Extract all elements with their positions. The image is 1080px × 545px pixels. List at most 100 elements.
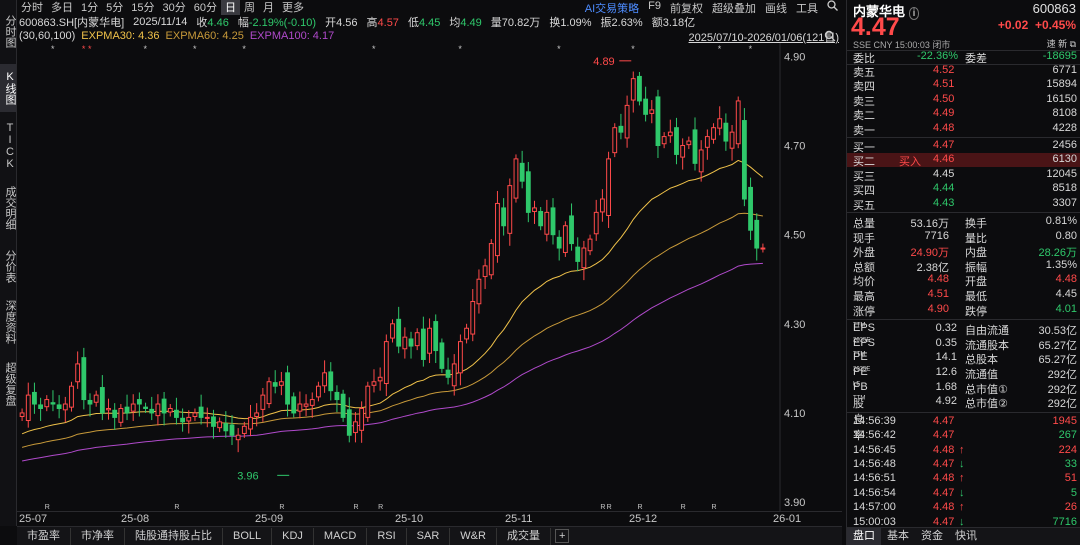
zoom-icon[interactable]: [824, 30, 836, 45]
bid-price: 4.44: [933, 182, 955, 195]
candle-body: [359, 407, 365, 431]
info-close-label: 收: [196, 16, 208, 29]
info-icon[interactable]: i: [908, 7, 920, 20]
adjust-button[interactable]: 前复权: [670, 3, 703, 15]
vtab-tick[interactable]: TICK: [4, 122, 16, 170]
ema30-label: EXPMA30: 4.36: [81, 30, 160, 42]
ask-row[interactable]: 卖四 4.51 15894: [847, 78, 1080, 93]
panel-tabs: 盘口 基本 资金 快讯: [847, 527, 1080, 545]
date-range[interactable]: 2025/07/10-2026/01/06(121日): [688, 32, 839, 44]
period-more[interactable]: 更多: [282, 2, 304, 14]
tab-news[interactable]: 快讯: [955, 530, 977, 542]
x-tick-label: 25-12: [629, 513, 658, 525]
ind-wr[interactable]: W&R: [450, 527, 497, 545]
bid-row[interactable]: 买四 4.44 8518: [847, 182, 1080, 197]
bid-price: 4.47: [933, 139, 955, 151]
bid-label: 买二: [853, 156, 875, 169]
panel-ops[interactable]: 速 新 ⧉: [1046, 39, 1076, 49]
ask-row[interactable]: 卖五 4.52 6771: [847, 64, 1080, 79]
candle-body: [482, 265, 488, 278]
search-icon[interactable]: [827, 0, 838, 16]
stat-value: 4.48: [1055, 273, 1077, 286]
stat-label: 跌停: [965, 305, 987, 318]
tick-price: 4.47: [933, 429, 955, 442]
tick-price: 4.47: [933, 486, 955, 499]
period-fenshi[interactable]: 分时: [21, 2, 43, 14]
candle-body: [599, 198, 605, 213]
stat-label: 最低: [965, 291, 987, 303]
ind-hk-hold[interactable]: 陆股通持股占比: [125, 527, 223, 545]
overlay-button[interactable]: 超级叠加: [712, 3, 756, 15]
candle-body: [562, 225, 568, 253]
period-day[interactable]: 日: [221, 0, 240, 15]
fund-label2: 流通股本: [965, 339, 1009, 352]
bid-row[interactable]: 买三 4.45 12045: [847, 168, 1080, 183]
ask-row[interactable]: 卖三 4.50 16150: [847, 93, 1080, 108]
candle-body: [476, 278, 482, 305]
period-toolbar: 分时 多日 1分 5分 15分 30分 60分 日 周 月 更多 AI交易策略 …: [17, 0, 842, 16]
vtab-replay[interactable]: 超级复盘: [4, 362, 16, 406]
bid-row[interactable]: 买二 买入 4.46 6130: [847, 153, 1080, 169]
fund-row: PB LF 1.68 总市值① 292亿: [847, 381, 1080, 396]
bid-row[interactable]: 买一 4.47 2456: [847, 139, 1080, 154]
tab-fund[interactable]: 资金: [921, 530, 943, 542]
fund-label2: 总市值①: [965, 383, 1008, 396]
tab-handicap[interactable]: 盘口: [847, 528, 881, 545]
vtab-depth-info[interactable]: 深度资料: [4, 300, 16, 344]
candle-body: [390, 323, 395, 339]
candle-body: [272, 382, 278, 387]
candlestick-chart[interactable]: 4.904.704.504.304.103.90* * * * * * * * * * * *R R R R…: [17, 43, 842, 511]
fund-value: 4.92: [935, 395, 957, 408]
period-60min[interactable]: 60分: [193, 2, 217, 14]
ind-macd[interactable]: MACD: [314, 527, 368, 545]
period-5min[interactable]: 5分: [106, 2, 124, 14]
period-1min[interactable]: 1分: [81, 2, 99, 14]
add-indicator-icon[interactable]: +: [554, 529, 570, 543]
draw-line-button[interactable]: 画线: [765, 3, 787, 15]
period-30min[interactable]: 30分: [162, 2, 186, 14]
ask-volume: 15894: [1046, 78, 1077, 91]
ask-row[interactable]: 卖二 4.49 8108: [847, 107, 1080, 122]
x-tick-label: 25-07: [19, 513, 48, 525]
tab-basic[interactable]: 基本: [887, 530, 909, 542]
period-multiday[interactable]: 多日: [51, 2, 73, 14]
period-month[interactable]: 月: [263, 2, 274, 14]
tools-button[interactable]: 工具: [796, 3, 818, 15]
period-15min[interactable]: 15分: [131, 2, 155, 14]
tick-price: 4.47: [933, 515, 955, 528]
stat-label: 均价: [853, 276, 875, 289]
vtab-fenshi[interactable]: 分时图: [4, 14, 16, 48]
candle-body: [278, 381, 284, 386]
x-tick-label: 25-11: [505, 513, 533, 525]
ind-volume[interactable]: 成交量: [497, 527, 551, 545]
ask-row[interactable]: 卖一 4.48 4228: [847, 122, 1080, 137]
r-marker: R: [712, 504, 717, 511]
candle-body: [198, 406, 204, 418]
r-marker: R: [378, 504, 383, 511]
ind-sar[interactable]: SAR: [407, 527, 451, 545]
candle-body: [155, 403, 161, 417]
event-marker: *: [557, 44, 561, 54]
candle-body: [680, 145, 686, 158]
tick-volume: 51: [1064, 472, 1077, 485]
ind-boll[interactable]: BOLL: [223, 527, 273, 545]
ind-pb[interactable]: 市净率: [71, 527, 125, 545]
tick-time: 14:57:00: [853, 501, 896, 514]
ask-volume: 6771: [1052, 64, 1077, 76]
period-week[interactable]: 周: [244, 2, 255, 14]
vtab-price-table[interactable]: 分价表: [4, 249, 16, 283]
info-open: 4.56: [336, 16, 358, 29]
ind-pe[interactable]: 市盈率: [17, 527, 71, 545]
ema-params[interactable]: (30,60,100): [19, 30, 76, 42]
fund-row: EPS TTM 0.32 自由流通 30.53亿: [847, 322, 1080, 337]
ind-kdj[interactable]: KDJ: [272, 527, 314, 545]
bid-row[interactable]: 买五 4.43 3307: [847, 197, 1080, 212]
ind-rsi[interactable]: RSI: [367, 527, 407, 545]
candle-body: [612, 127, 618, 154]
vtab-kline[interactable]: K线图: [0, 64, 16, 112]
candle-body: [457, 341, 463, 374]
f9-button[interactable]: F9: [648, 0, 661, 12]
ai-strategy-button[interactable]: AI交易策略: [584, 3, 640, 15]
vtab-deals[interactable]: 成交明细: [4, 186, 16, 230]
candle-body: [365, 385, 371, 418]
